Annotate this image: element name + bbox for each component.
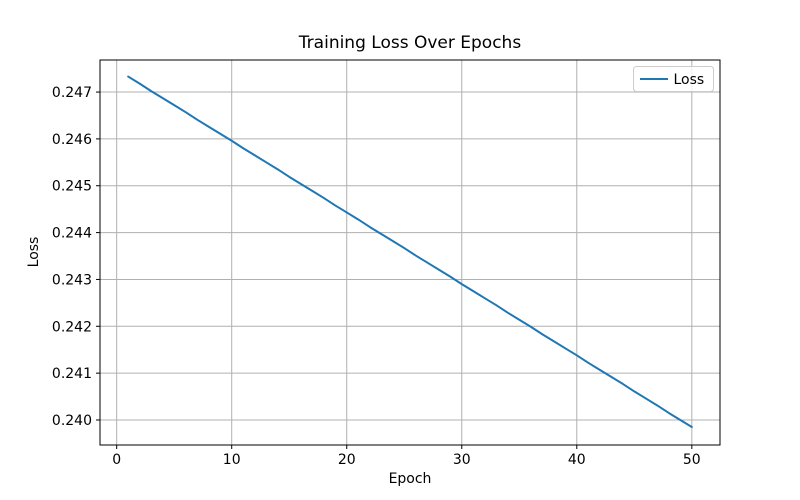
y-tick-label: 0.243: [52, 272, 92, 288]
x-tick-label: 40: [568, 452, 586, 468]
y-tick-label: 0.245: [52, 179, 92, 195]
legend-label: Loss: [674, 72, 705, 88]
legend-box: [633, 66, 714, 92]
y-tick-label: 0.246: [52, 132, 92, 148]
x-axis-label: Epoch: [388, 471, 432, 487]
chart-title: Training Loss Over Epochs: [298, 33, 522, 53]
tick-layer: 0 10 20 30 40 50 0.240 0.241 0.242 0.243 0.244 0.24…: [52, 85, 701, 468]
y-tick-label: 0.240: [52, 413, 92, 429]
x-tick-label: 10: [223, 452, 241, 468]
axes-spines: [99, 59, 721, 446]
legend: Loss: [633, 66, 714, 92]
y-axis-label: Loss: [26, 236, 42, 268]
x-tick-label: 30: [453, 452, 471, 468]
y-tick-label: 0.242: [52, 319, 92, 335]
x-tick-label: 50: [683, 452, 701, 468]
grid-layer: [100, 60, 720, 445]
x-tick-label: 20: [338, 452, 356, 468]
y-tick-label: 0.247: [52, 85, 92, 101]
line-layer: [127, 75, 693, 429]
x-tick-label: 0: [112, 452, 121, 468]
y-tick-label: 0.244: [52, 226, 92, 242]
loss-line: [127, 75, 693, 429]
y-tick-label: 0.241: [52, 366, 92, 382]
